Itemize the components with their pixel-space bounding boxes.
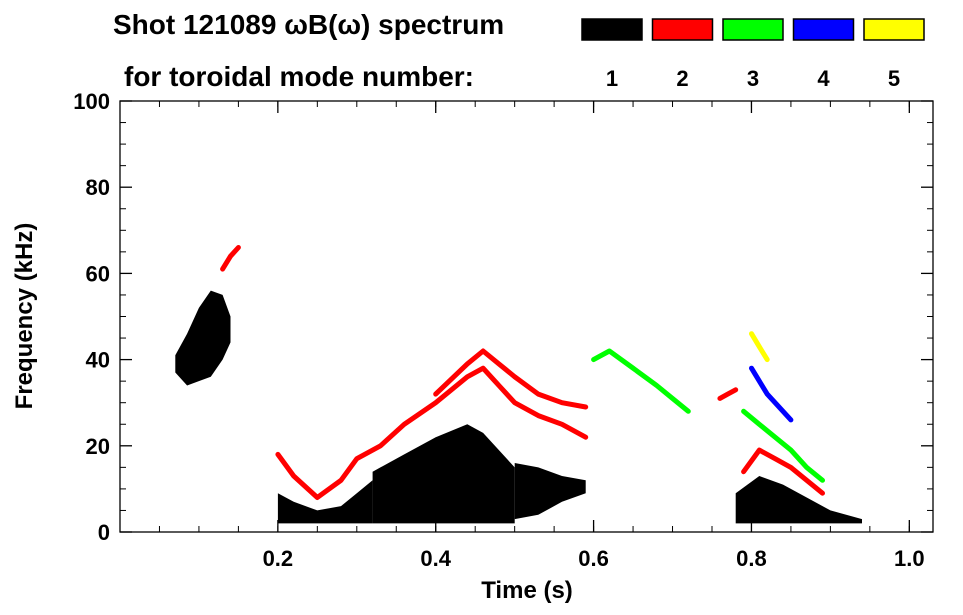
mode-2-track-3 <box>220 245 241 272</box>
x-tick-label: 0.4 <box>420 546 451 571</box>
x-axis-label: Time (s) <box>481 577 573 604</box>
legend-swatch-mode-4 <box>792 18 855 41</box>
legend-label-mode-5: 5 <box>888 66 900 91</box>
mode-3-track-1 <box>591 348 691 414</box>
mode-number-label: for toroidal mode number: <box>124 61 474 92</box>
plot-marks <box>175 245 862 524</box>
legend-swatch-mode-2 <box>651 18 714 41</box>
legend-swatch-mode-3 <box>722 18 784 41</box>
y-tick-label: 40 <box>86 348 110 373</box>
x-tick-label: 1.0 <box>894 546 925 571</box>
chart-title: Shot 121089 ωB(ω) spectrum <box>113 9 504 40</box>
y-tick-label: 80 <box>86 175 110 200</box>
x-tick-label: 0.8 <box>736 546 767 571</box>
legend-label-mode-4: 4 <box>817 66 830 91</box>
mode-2-track-1 <box>275 365 589 500</box>
mode-2-track-5 <box>741 447 825 496</box>
x-tick-label: 0.2 <box>263 546 294 571</box>
mode-1-region-5 <box>735 476 862 524</box>
legend-label-mode-3: 3 <box>747 66 759 91</box>
legend-label-mode-2: 2 <box>676 66 688 91</box>
y-tick-label: 60 <box>86 261 110 286</box>
y-tick-label: 20 <box>86 434 110 459</box>
legend-swatch-mode-1 <box>581 18 643 41</box>
mode-4-track-1 <box>749 365 794 423</box>
x-tick-label: 0.6 <box>578 546 609 571</box>
mode-2-track-2 <box>433 348 589 410</box>
legend-swatch-mode-5 <box>863 18 925 41</box>
axes: 0.2 0.4 0.6 0.8 1.0 0 20 40 60 80 100 <box>73 89 933 571</box>
mode-1-region-2 <box>277 480 373 524</box>
mode-3-track-2 <box>741 408 825 483</box>
legend-label-mode-1: 1 <box>606 66 618 91</box>
mode-1-region-4 <box>514 463 586 520</box>
legend: 1 2 3 4 5 <box>581 18 925 91</box>
y-axis-label: Frequency (kHz) <box>11 223 38 410</box>
y-tick-label: 100 <box>73 89 110 114</box>
mode-2-track-4 <box>717 387 739 401</box>
mode-1-region-1 <box>175 290 231 386</box>
mode-1-region-3 <box>372 424 515 524</box>
mode-5-track-1 <box>749 331 770 363</box>
y-tick-label: 0 <box>98 520 110 545</box>
